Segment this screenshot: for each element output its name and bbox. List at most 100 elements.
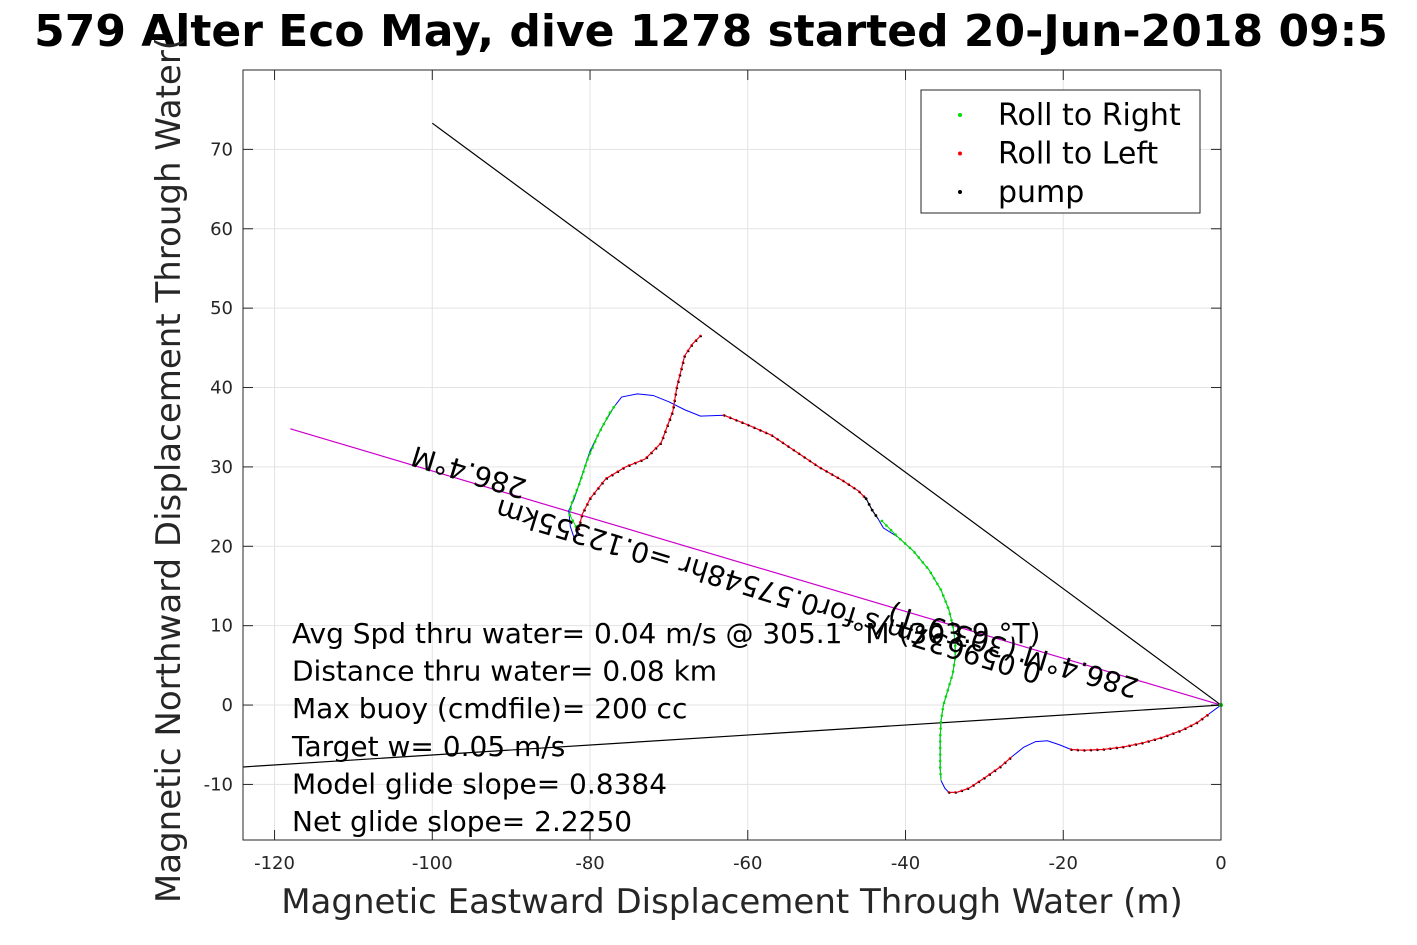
x-tick-label: -40 bbox=[891, 853, 920, 874]
roll-right-point bbox=[908, 546, 912, 550]
pump-point bbox=[681, 368, 683, 371]
pump-point bbox=[602, 482, 604, 485]
roll-right-point bbox=[582, 470, 585, 474]
roll-right-point bbox=[938, 746, 942, 750]
roll-right-point bbox=[880, 519, 884, 523]
y-tick-label: 20 bbox=[210, 536, 233, 557]
pump-point bbox=[771, 435, 774, 438]
pump-point bbox=[787, 446, 790, 448]
pump-point bbox=[1070, 749, 1073, 752]
pump-point bbox=[1096, 749, 1099, 752]
y-tick-label: -10 bbox=[204, 774, 233, 795]
stat-line: Target w= 0.05 m/s bbox=[291, 730, 565, 763]
pump-point bbox=[1148, 741, 1150, 743]
heading-line bbox=[290, 428, 1222, 706]
roll-right-point bbox=[599, 428, 603, 432]
pump-point bbox=[650, 452, 653, 455]
track-path bbox=[568, 335, 1222, 793]
pump-point bbox=[1154, 739, 1157, 742]
pump-point bbox=[848, 484, 851, 486]
pump-point bbox=[1160, 737, 1163, 740]
pump-point bbox=[677, 381, 680, 384]
pump-point bbox=[747, 424, 750, 427]
pump-point bbox=[662, 437, 665, 440]
pump-point bbox=[687, 350, 690, 353]
pump-point bbox=[660, 443, 662, 446]
pump-point bbox=[634, 462, 637, 465]
stat-line: Avg Spd thru water= 0.04 m/s @ 305.1 °M … bbox=[292, 617, 1040, 650]
pump-point bbox=[628, 465, 631, 467]
pump-point bbox=[669, 419, 672, 421]
pump-point bbox=[863, 496, 866, 498]
y-tick-label: 70 bbox=[210, 139, 233, 160]
stat-line: Model glide slope= 0.8384 bbox=[292, 767, 667, 800]
pump-point bbox=[676, 387, 679, 390]
roll-right-point bbox=[939, 727, 942, 730]
y-axis-label: Magnetic Northward Displacement Through … bbox=[149, 37, 189, 903]
pump-point bbox=[804, 456, 806, 459]
roll-right-point bbox=[946, 606, 950, 609]
roll-right-point bbox=[596, 434, 600, 437]
pump-point bbox=[691, 345, 694, 347]
roll-right-point bbox=[913, 551, 916, 554]
legend-marker bbox=[958, 190, 962, 194]
pump-point bbox=[674, 400, 677, 403]
y-tick-label: 0 bbox=[222, 695, 233, 716]
pump-point bbox=[1009, 758, 1012, 760]
pump-point bbox=[793, 449, 796, 452]
legend-marker bbox=[958, 151, 962, 156]
pump-point bbox=[1184, 728, 1187, 731]
x-tick-label: -80 bbox=[575, 853, 604, 874]
pump-point bbox=[679, 374, 682, 377]
roll-left-line bbox=[723, 414, 867, 500]
roll-right-point bbox=[602, 422, 606, 426]
pump-point bbox=[584, 509, 586, 512]
pump-point bbox=[989, 774, 992, 776]
pump-point bbox=[695, 340, 698, 343]
y-tick-label: 60 bbox=[210, 219, 233, 240]
pump-point bbox=[948, 792, 951, 794]
stat-line: Net glide slope= 2.2250 bbox=[292, 805, 632, 838]
roll-right-point bbox=[948, 612, 952, 616]
roll-right-point bbox=[568, 513, 572, 517]
pump-point bbox=[700, 335, 702, 338]
roll-right-point bbox=[939, 588, 943, 591]
pump-point bbox=[759, 429, 762, 432]
chart-title: 579 Alter Eco May, dive 1278 started 20-… bbox=[34, 6, 1388, 57]
pump-point bbox=[967, 788, 970, 791]
legend-marker bbox=[958, 113, 962, 117]
roll-right-point bbox=[929, 571, 933, 575]
pump-point bbox=[777, 438, 779, 441]
pump-point bbox=[673, 406, 676, 409]
x-tick-label: 0 bbox=[1215, 853, 1226, 874]
roll-right-point bbox=[894, 533, 897, 537]
y-tick-label: 50 bbox=[210, 298, 233, 319]
pump-point bbox=[820, 467, 823, 470]
y-tick-label: 10 bbox=[210, 616, 233, 637]
roll-right-point bbox=[950, 618, 953, 622]
roll-right-point bbox=[941, 707, 945, 711]
roll-right-point bbox=[944, 600, 947, 603]
pump-point bbox=[606, 478, 609, 480]
x-tick-label: -60 bbox=[733, 853, 762, 874]
roll-right-point bbox=[917, 556, 921, 559]
roll-right-point bbox=[953, 657, 957, 661]
roll-right-point bbox=[944, 695, 948, 698]
pump-point bbox=[735, 419, 738, 422]
plot-frame bbox=[242, 69, 1222, 841]
x-axis-label: Magnetic Eastward Displacement Through W… bbox=[281, 882, 1183, 922]
pump-point bbox=[664, 431, 667, 434]
roll-right-point bbox=[584, 464, 587, 467]
pump-point bbox=[675, 393, 678, 396]
roll-right-point bbox=[588, 452, 592, 455]
pump-point bbox=[809, 460, 812, 463]
pump-point bbox=[1077, 749, 1080, 752]
roll-right-point bbox=[570, 500, 574, 504]
y-tick-label: 30 bbox=[210, 457, 233, 478]
roll-right-point bbox=[580, 476, 583, 480]
roll-right-point bbox=[938, 759, 942, 763]
pump-point bbox=[978, 781, 981, 784]
pump-point bbox=[593, 493, 596, 495]
pump-point bbox=[667, 425, 670, 428]
